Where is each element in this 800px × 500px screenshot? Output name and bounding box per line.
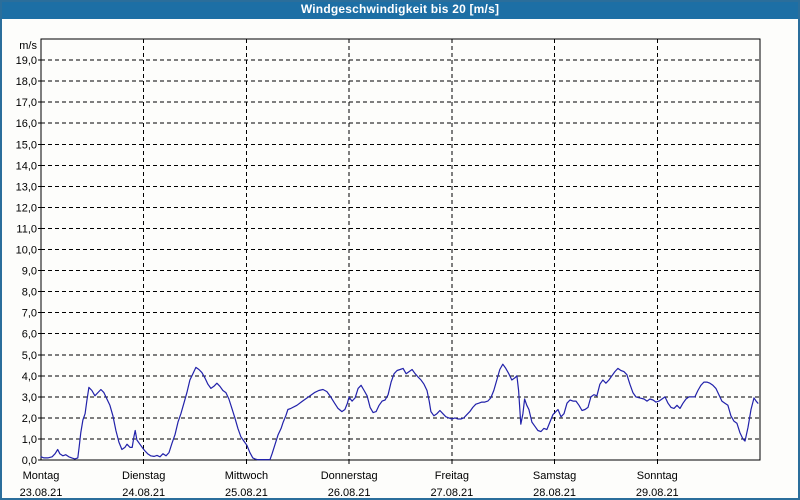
y-tick-label: 14,0: [16, 160, 37, 172]
day-name-label: Freitag: [435, 470, 469, 482]
y-tick-label: 1,0: [22, 434, 37, 446]
day-date-label: 29.08.21: [636, 487, 679, 499]
y-tick-label: 18,0: [16, 76, 37, 88]
day-date-label: 23.08.21: [20, 487, 63, 499]
y-tick-label: 6,0: [22, 329, 37, 341]
day-name-label: Donnerstag: [321, 470, 378, 482]
y-tick-label: 3,0: [22, 392, 37, 404]
y-tick-label: 12,0: [16, 202, 37, 214]
y-tick-label: 0,0: [22, 455, 37, 467]
y-tick-label: 9,0: [22, 266, 37, 278]
y-tick-label: 16,0: [16, 118, 37, 130]
day-name-label: Samstag: [533, 470, 576, 482]
y-tick-label: 7,0: [22, 308, 37, 320]
day-name-label: Sonntag: [637, 470, 678, 482]
day-date-label: 27.08.21: [430, 487, 473, 499]
gridlines: [41, 39, 760, 460]
day-name-label: Mittwoch: [225, 470, 268, 482]
y-tick-label: 5,0: [22, 350, 37, 362]
y-tick-label: 15,0: [16, 139, 37, 151]
wind-speed-line: [40, 363, 759, 461]
axis-ticks: [38, 59, 658, 464]
day-date-label: 28.08.21: [533, 487, 576, 499]
y-tick-label: 8,0: [22, 287, 37, 299]
day-name-label: Montag: [23, 470, 60, 482]
day-labels: Montag 23.08.21 Dienstag 24.08.21 Mittwoch 25…: [20, 470, 679, 499]
y-axis-unit-label: m/s: [19, 40, 37, 52]
y-tick-label: 10,0: [16, 245, 37, 257]
y-tick-label: 11,0: [16, 223, 37, 235]
y-tick-label: 13,0: [16, 181, 37, 193]
day-name-label: Dienstag: [122, 470, 165, 482]
y-tick-label: 4,0: [22, 371, 37, 383]
y-tick-labels: 0,0 1,0 2,0 3,0 4,0 5,0 6,0 7,0 8,0 9,0 10,0 11,0 12…: [16, 40, 38, 467]
y-tick-label: 17,0: [16, 97, 37, 109]
window-title: Windgeschwindigkeit bis 20 [m/s]: [300, 2, 500, 16]
y-tick-label: 2,0: [22, 413, 37, 425]
day-date-label: 26.08.21: [328, 487, 371, 499]
window-titlebar: Windgeschwindigkeit bis 20 [m/s]: [0, 0, 800, 19]
y-tick-label: 19,0: [16, 55, 37, 67]
day-date-label: 24.08.21: [122, 487, 165, 499]
day-date-label: 25.08.21: [225, 487, 268, 499]
